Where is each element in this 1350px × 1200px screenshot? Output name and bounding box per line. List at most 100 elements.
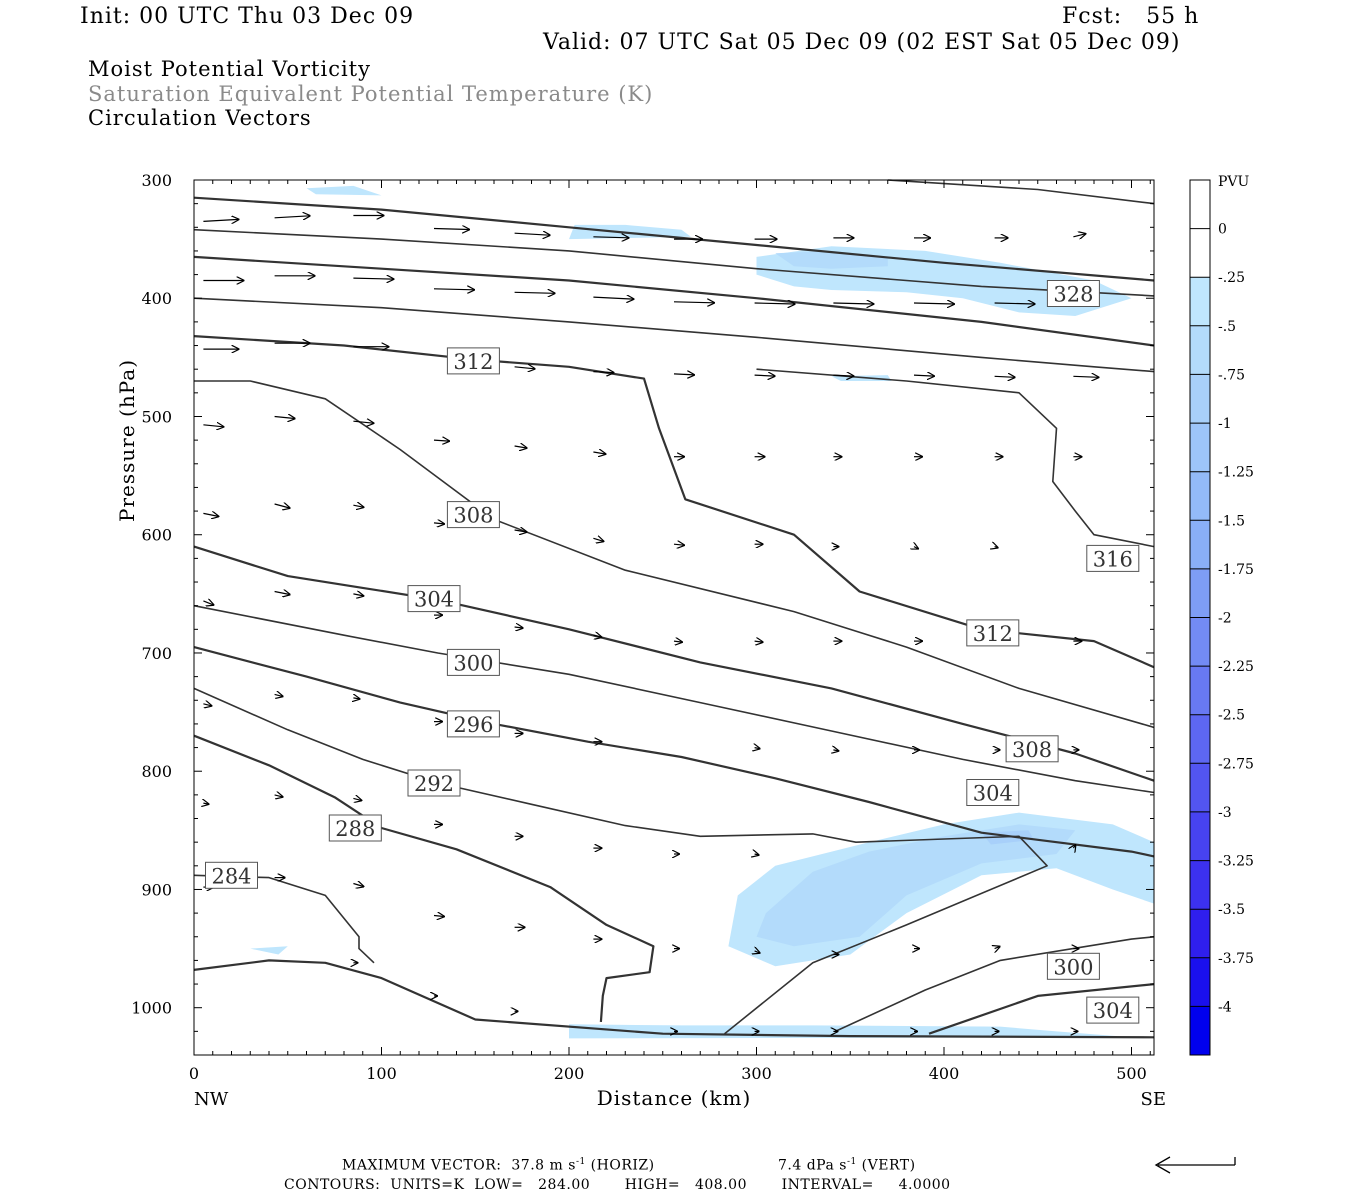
contour-label-box bbox=[446, 347, 500, 375]
contour-label-text: 312 bbox=[973, 622, 1013, 646]
circulation-vector bbox=[514, 233, 550, 235]
circulation-vector bbox=[514, 627, 523, 628]
colorbar: PVU 0 -.25 -.5 -.75 -1 -1.25 -1.5 -1.75 -2 -2.25 -2… bbox=[1189, 174, 1254, 1056]
contour-label-text: 292 bbox=[414, 772, 454, 796]
contour-label-296: 296 bbox=[446, 710, 500, 738]
contour-label-308: 308 bbox=[446, 501, 500, 529]
contour-label-box bbox=[407, 585, 461, 613]
circulation-vector bbox=[673, 374, 694, 375]
theta-contour-300-5 bbox=[834, 936, 1155, 1033]
contour-label-text: 300 bbox=[1053, 955, 1093, 979]
theta-contour-332-15 bbox=[887, 179, 1155, 205]
contour-label-288: 288 bbox=[328, 814, 382, 842]
x-tick-label: 200 bbox=[554, 1064, 585, 1083]
circulation-vector bbox=[353, 505, 363, 507]
circulation-vector bbox=[995, 547, 998, 548]
colorbar-level-label: -1.75 bbox=[1218, 562, 1254, 578]
contour-label-328: 328 bbox=[1046, 280, 1100, 307]
colorbar-level-label: -2.5 bbox=[1218, 708, 1245, 724]
valid-time: Valid: 07 UTC Sat 05 Dec 09 (02 EST Sat … bbox=[543, 30, 1181, 55]
colorbar-level-label: -2.75 bbox=[1218, 756, 1254, 772]
contour-label-text: 284 bbox=[211, 864, 251, 888]
circulation-vector bbox=[353, 278, 393, 279]
colorbar-level-label: -3.5 bbox=[1218, 902, 1245, 918]
circulation-vector bbox=[913, 303, 954, 304]
circulation-vector bbox=[754, 303, 795, 304]
contour-label-text: 288 bbox=[335, 817, 375, 841]
contour-label-text: 304 bbox=[414, 588, 454, 612]
theta-contour-316-10 bbox=[193, 297, 1155, 373]
x-end-label: SE bbox=[1141, 1089, 1166, 1110]
contour-label-box bbox=[446, 501, 500, 529]
pv-region-0 bbox=[306, 185, 382, 196]
y-tick-label: 600 bbox=[141, 526, 172, 545]
circulation-vector bbox=[353, 798, 361, 800]
theta-contour-304-7 bbox=[928, 983, 1155, 1035]
circulation-vector bbox=[673, 302, 714, 303]
colorbar-swatch bbox=[1190, 228, 1210, 278]
colorbar-level-label: 0 bbox=[1218, 222, 1227, 238]
colorbar-swatch bbox=[1190, 277, 1210, 327]
contour-label-300: 300 bbox=[446, 648, 500, 676]
colorbar-swatch bbox=[1190, 423, 1210, 473]
contour-label-box bbox=[1046, 952, 1100, 980]
y-tick-label: 700 bbox=[141, 644, 172, 663]
contour-label-304: 304 bbox=[407, 585, 461, 613]
contour-label-box bbox=[1086, 996, 1140, 1024]
pv-region-5 bbox=[250, 946, 288, 955]
circulation-vector bbox=[754, 641, 763, 642]
contour-label-text: 304 bbox=[973, 782, 1013, 806]
circulation-vector bbox=[274, 417, 295, 419]
max-vert-value: 7.4 dPa s bbox=[778, 1157, 847, 1174]
y-axis-title: Pressure (hPa) bbox=[115, 359, 139, 522]
circulation-vector bbox=[754, 375, 775, 376]
circulation-vector bbox=[203, 601, 213, 605]
circulation-vector bbox=[353, 421, 373, 423]
vector-layer bbox=[203, 216, 1098, 1032]
circulation-vector bbox=[203, 803, 208, 804]
x-tick-label: 400 bbox=[929, 1064, 960, 1083]
circulation-vector bbox=[274, 795, 283, 797]
circulation-vector bbox=[353, 698, 359, 699]
contour-label-312: 312 bbox=[446, 347, 500, 375]
contour-label-284: 284 bbox=[205, 861, 258, 889]
contour-label-box bbox=[966, 619, 1020, 647]
circulation-vector bbox=[274, 592, 290, 595]
forecast-hour: Fcst: 55 h bbox=[1062, 4, 1200, 29]
colorbar-swatch bbox=[1190, 520, 1210, 570]
x-start-label: NW bbox=[194, 1089, 229, 1110]
y-tick-label: 500 bbox=[141, 407, 172, 426]
footer-max-vert: 7.4 dPa s-1 (VERT) bbox=[778, 1158, 916, 1173]
circulation-vector bbox=[914, 547, 918, 549]
circulation-vector bbox=[1073, 376, 1098, 377]
colorbar-swatch bbox=[1190, 811, 1210, 861]
colorbar-level-label: -1 bbox=[1218, 416, 1232, 432]
circulation-vector bbox=[203, 704, 211, 706]
contour-label-box bbox=[1005, 735, 1059, 763]
circulation-vector bbox=[274, 694, 283, 696]
circulation-vector bbox=[433, 916, 444, 917]
footer-contours: CONTOURS: UNITS=K LOW= 284.00 HIGH= 408.… bbox=[284, 1177, 951, 1193]
circulation-vector bbox=[593, 635, 601, 637]
x-axis-title: Distance (km) bbox=[597, 1086, 752, 1110]
circulation-vector bbox=[514, 292, 555, 293]
circulation-vector bbox=[593, 372, 613, 373]
colorbar-level-label: -3.75 bbox=[1218, 951, 1254, 967]
y-tick-label: 300 bbox=[141, 171, 172, 190]
theta-contour-296-3 bbox=[193, 646, 1155, 858]
circulation-vector bbox=[833, 750, 838, 751]
max-vert-unit: (VERT) bbox=[856, 1157, 916, 1174]
circulation-vector bbox=[833, 303, 873, 304]
x-tick-label: 0 bbox=[189, 1064, 199, 1083]
colorbar-title: PVU bbox=[1218, 174, 1250, 190]
reference-vector-arrow bbox=[1154, 1156, 1236, 1174]
x-tick-label: 100 bbox=[366, 1064, 397, 1083]
axis-ticks bbox=[193, 179, 1154, 1055]
init-time: Init: 00 UTC Thu 03 Dec 09 bbox=[80, 4, 415, 29]
colorbar-level-label: -.5 bbox=[1218, 319, 1236, 335]
x-tick-label: 500 bbox=[1116, 1064, 1147, 1083]
contour-label-box bbox=[446, 648, 500, 676]
circulation-vector bbox=[203, 425, 223, 427]
circulation-vector bbox=[994, 303, 1035, 304]
contour-label-box bbox=[1086, 544, 1140, 572]
